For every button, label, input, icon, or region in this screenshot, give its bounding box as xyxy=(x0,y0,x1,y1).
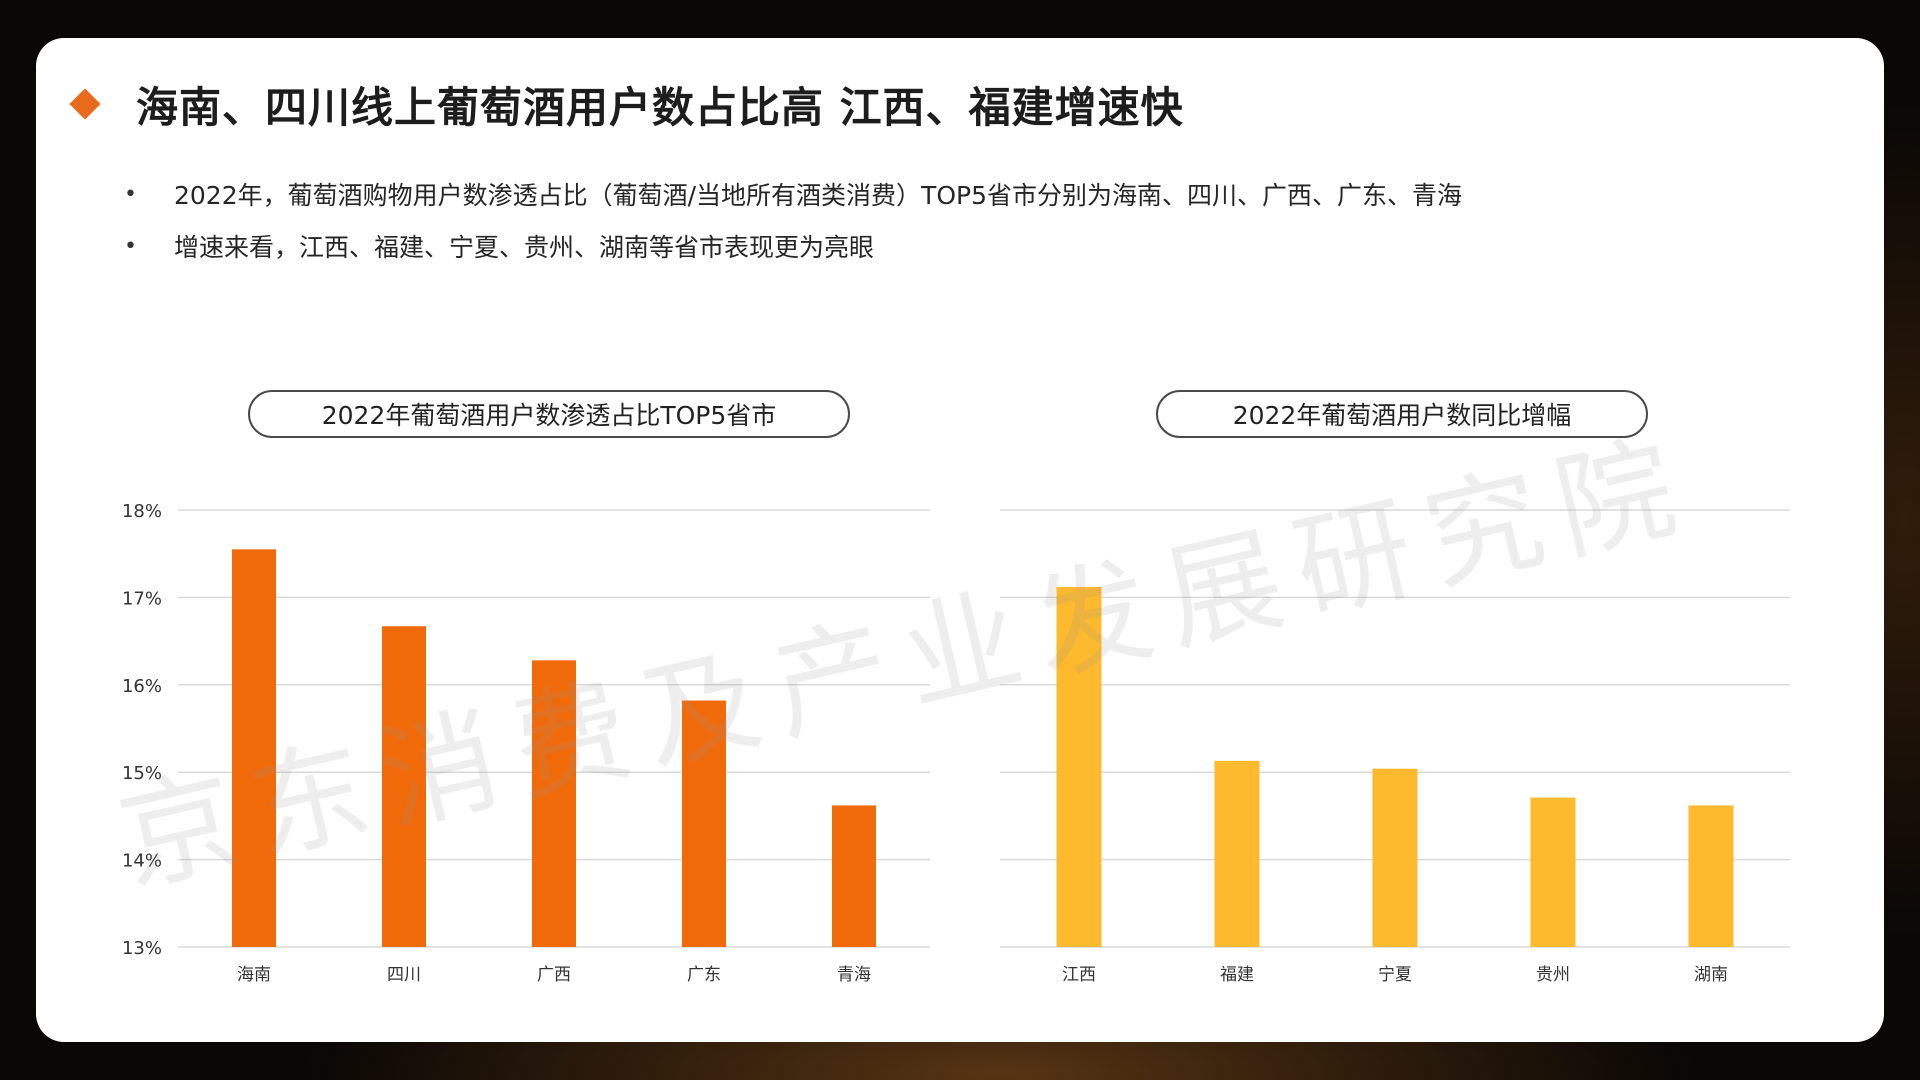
left-x-tick-label: 广西 xyxy=(537,965,571,985)
right-x-tick-label: 宁夏 xyxy=(1378,965,1412,985)
slide-card xyxy=(36,38,1884,1042)
bullet-dot-icon: • xyxy=(124,233,137,259)
left-x-tick-label: 青海 xyxy=(837,965,871,985)
bullet-list: • 2022年，葡萄酒购物用户数渗透占比（葡萄酒/当地所有酒类消费）TOP5省市… xyxy=(124,168,1462,272)
right-bar-贵州 xyxy=(1530,797,1576,947)
left-bar-广西 xyxy=(532,660,576,947)
left-x-tick-label: 四川 xyxy=(387,965,421,985)
left-x-tick-label: 海南 xyxy=(237,965,271,985)
left-y-tick-label: 17% xyxy=(122,588,162,609)
right-x-tick-label: 贵州 xyxy=(1536,965,1570,985)
bullet-dot-icon: • xyxy=(124,181,137,207)
title-row: 海南、四川线上葡萄酒用户数占比高 江西、福建增速快 xyxy=(69,76,1184,132)
right-x-tick-label: 福建 xyxy=(1220,965,1254,985)
left-bar-海南 xyxy=(232,549,276,947)
slide-title: 海南、四川线上葡萄酒用户数占比高 江西、福建增速快 xyxy=(136,82,1184,132)
right-bar-宁夏 xyxy=(1372,768,1418,947)
right-x-tick-label: 湖南 xyxy=(1694,965,1728,985)
left-x-tick-label: 广东 xyxy=(687,965,721,985)
left-bar-广东 xyxy=(682,700,726,947)
left-chart-title: 2022年葡萄酒用户数渗透占比TOP5省市 xyxy=(248,390,850,438)
left-y-tick-label: 15% xyxy=(122,763,162,784)
right-bar-福建 xyxy=(1214,760,1260,947)
left-y-tick-label: 16% xyxy=(122,676,162,697)
right-x-tick-label: 江西 xyxy=(1062,965,1096,985)
bullet-text: 增速来看，江西、福建、宁夏、贵州、湖南等省市表现更为亮眼 xyxy=(174,233,875,262)
left-y-tick-label: 13% xyxy=(122,938,162,959)
left-y-tick-label: 18% xyxy=(122,501,162,522)
right-bar-江西 xyxy=(1056,586,1102,947)
bullet-item: • 2022年，葡萄酒购物用户数渗透占比（葡萄酒/当地所有酒类消费）TOP5省市… xyxy=(124,168,1462,220)
bullet-text: 2022年，葡萄酒购物用户数渗透占比（葡萄酒/当地所有酒类消费）TOP5省市分别… xyxy=(174,181,1462,210)
left-y-tick-label: 14% xyxy=(122,851,162,872)
left-bar-四川 xyxy=(382,626,426,947)
right-chart-title: 2022年葡萄酒用户数同比增幅 xyxy=(1156,390,1648,438)
bullet-item: • 增速来看，江西、福建、宁夏、贵州、湖南等省市表现更为亮眼 xyxy=(124,220,1462,272)
left-bar-青海 xyxy=(832,805,876,947)
right-bar-湖南 xyxy=(1688,805,1734,947)
